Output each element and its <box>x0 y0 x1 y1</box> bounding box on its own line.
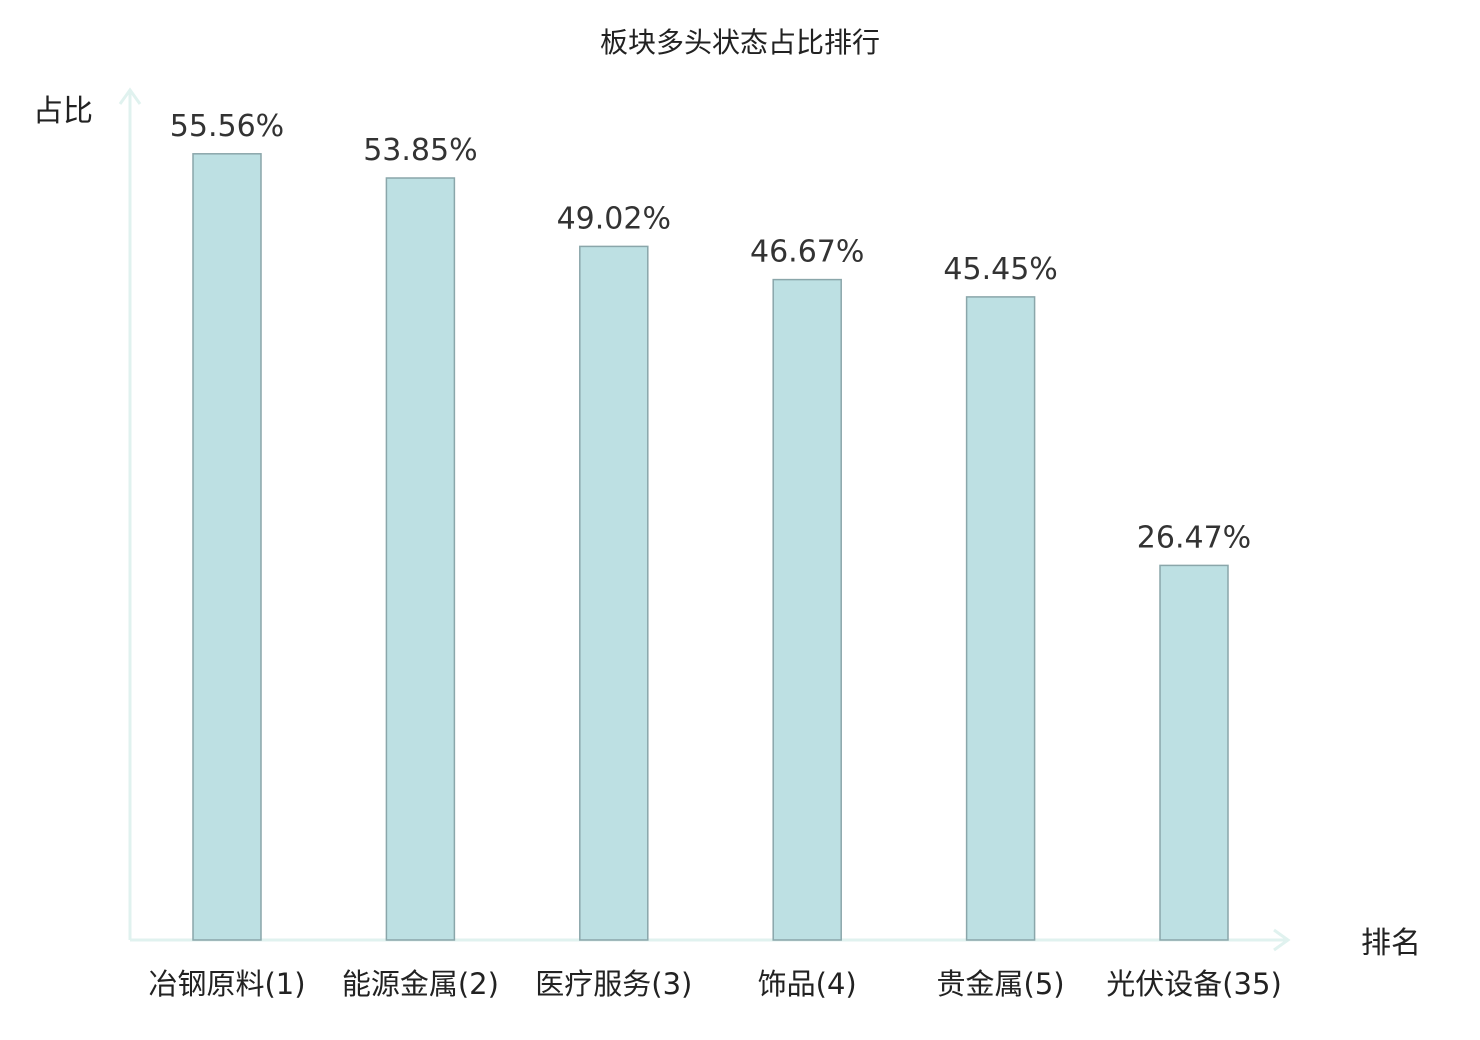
bar <box>385 177 456 941</box>
bar-value-label: 55.56% <box>170 109 284 144</box>
bar <box>1159 564 1229 941</box>
bar <box>965 296 1036 941</box>
bar <box>579 245 649 941</box>
category-label: 冶钢原料(1) <box>148 967 305 1001</box>
bar <box>192 153 262 941</box>
bar <box>772 278 842 941</box>
bars-group <box>192 153 1229 941</box>
y-axis-label: 占比 <box>33 94 93 129</box>
bar-value-label: 45.45% <box>943 252 1057 287</box>
x-axis-arrow <box>1273 928 1291 952</box>
x-axis-label: 排名 <box>1361 926 1421 961</box>
category-label: 光伏设备(35) <box>1106 967 1282 1001</box>
value-labels-group: 55.56% 53.85% 49.02% 46.67% 45.45% 26.47% <box>170 109 1251 556</box>
category-label: 贵金属(5) <box>937 967 1065 1001</box>
bar-value-label: 53.85% <box>363 133 477 168</box>
category-labels-group: 冶钢原料(1) 能源金属(2) 医疗服务(3) 饰品(4) 贵金属(5) 光伏设备(35) <box>148 967 1281 1001</box>
category-label: 能源金属(2) <box>342 967 499 1001</box>
bar-value-label: 26.47% <box>1137 520 1251 555</box>
bar-value-label: 46.67% <box>750 235 864 270</box>
category-label: 饰品(4) <box>758 967 857 1001</box>
chart-title: 板块多头状态占比排行 <box>600 26 880 59</box>
category-label: 医疗服务(3) <box>535 967 692 1001</box>
bar-value-label: 49.02% <box>557 201 671 236</box>
y-axis-arrow <box>118 87 142 105</box>
